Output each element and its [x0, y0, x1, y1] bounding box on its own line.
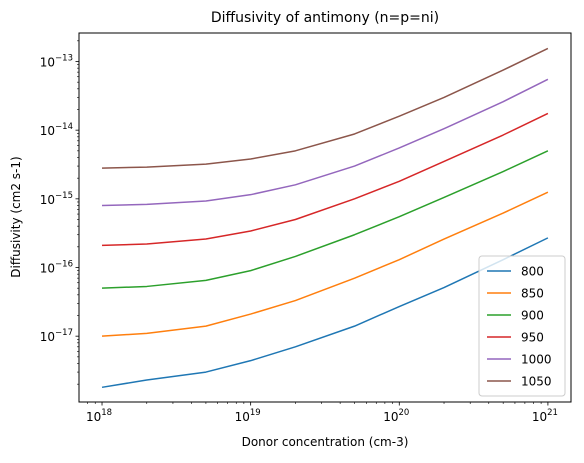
- y-axis-label: Diffusivity (cm2 s-1): [9, 156, 23, 277]
- x-tick-label: 1021: [532, 408, 558, 424]
- series-line-850: [101, 191, 549, 337]
- x-axis-label: Donor concentration (cm-3): [242, 435, 409, 449]
- legend-label-950: 950: [521, 331, 544, 345]
- legend-label-1050: 1050: [521, 375, 552, 389]
- y-tick-label: 10−15: [40, 191, 73, 207]
- x-tick-label: 1018: [86, 408, 112, 424]
- legend-label-1000: 1000: [521, 353, 552, 367]
- chart-title: Diffusivity of antimony (n=p=ni): [211, 10, 439, 26]
- legend: 800 850 900 950 1000 1050: [478, 255, 566, 397]
- series-line-1050: [102, 47, 549, 169]
- legend-label-850: 850: [521, 287, 544, 301]
- plot-area-frame: [78, 32, 572, 403]
- x-tick-label: 1020: [383, 408, 409, 424]
- y-tick-label: 10−14: [40, 122, 73, 138]
- series-line-800: [101, 237, 549, 389]
- series-line-900: [101, 150, 549, 289]
- y-tick-label: 10−17: [40, 328, 73, 344]
- legend-box: [478, 255, 566, 397]
- x-tick-label: 1019: [235, 408, 261, 424]
- y-tick-label: 10−13: [40, 53, 73, 69]
- legend-label-900: 900: [521, 309, 544, 323]
- series-line-950: [101, 112, 549, 247]
- y-tick-label: 10−16: [40, 260, 73, 276]
- series-line-1000: [102, 78, 549, 207]
- legend-label-800: 800: [521, 265, 544, 279]
